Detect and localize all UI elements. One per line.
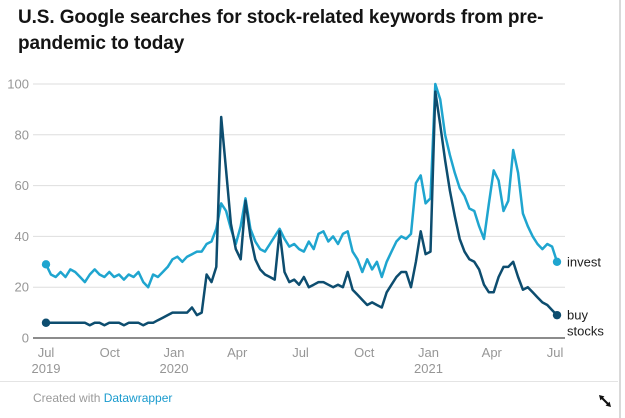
- x-tick-label: Oct: [100, 345, 121, 360]
- footer-divider: [0, 381, 618, 382]
- y-tick-label: 20: [15, 280, 29, 295]
- series-line-buy-stocks: [44, 90, 559, 327]
- series-line-invest: [44, 82, 559, 289]
- series-endpoint-dot: [552, 257, 562, 266]
- chart-title: U.S. Google searches for stock-related k…: [18, 7, 544, 54]
- series-endpoint-dot: [41, 318, 51, 327]
- series-endpoint-dot: [552, 310, 562, 320]
- y-tick-label: 40: [15, 229, 29, 244]
- x-tick-year-label: 2021: [414, 361, 443, 376]
- series-label-buy-stocks: stocks: [567, 324, 604, 339]
- x-tick-label: Jul: [38, 345, 55, 360]
- x-tick-label: Oct: [354, 345, 375, 360]
- x-tick-label: Apr: [482, 345, 503, 360]
- series-endpoint-dot: [41, 260, 51, 269]
- x-tick-label: Jan: [164, 345, 185, 360]
- created-with-text: Created with: [33, 391, 104, 405]
- window-right-border: [619, 0, 621, 418]
- y-tick-label: 60: [15, 178, 29, 193]
- x-tick-label: Jan: [418, 345, 439, 360]
- y-tick-label: 80: [15, 127, 29, 142]
- mouse-cursor-icon: [599, 395, 611, 407]
- footer: Created with Datawrapper: [33, 391, 172, 405]
- datawrapper-link[interactable]: Datawrapper: [103, 391, 173, 405]
- y-tick-label: 100: [7, 77, 29, 92]
- x-tick-label: Jul: [547, 345, 564, 360]
- y-tick-label: 0: [22, 331, 29, 346]
- x-tick-year-label: 2020: [160, 361, 189, 376]
- x-tick-year-label: 2019: [32, 361, 61, 376]
- x-tick-label: Jul: [292, 345, 309, 360]
- series-label-invest: invest: [567, 254, 601, 269]
- x-tick-label: Apr: [227, 345, 248, 360]
- series-label-buy-stocks: buy: [567, 308, 588, 323]
